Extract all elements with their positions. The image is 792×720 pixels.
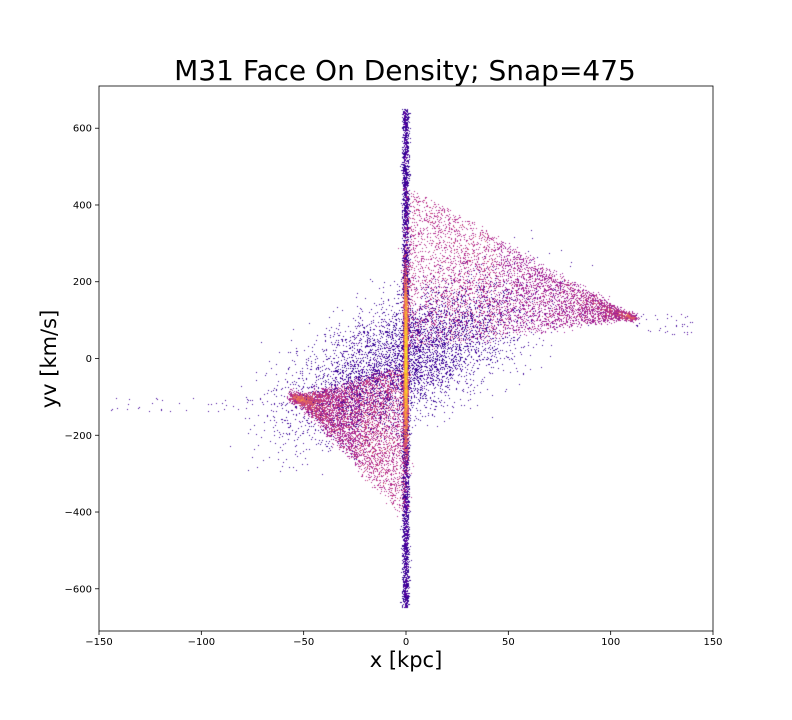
density-layer xyxy=(99,86,713,631)
chart-title: M31 Face On Density; Snap=475 xyxy=(174,54,636,87)
x-tick-label: 50 xyxy=(502,637,515,648)
density-image xyxy=(99,86,713,631)
y-tick-label: 0 xyxy=(86,354,92,365)
y-axis-ticks: −600 −400 −200 0 200 400 600 xyxy=(65,124,99,595)
x-tick-label: 100 xyxy=(601,637,620,648)
x-tick-label: −150 xyxy=(85,637,112,648)
x-axis-label: x [kpc] xyxy=(370,648,443,672)
x-tick-label: −50 xyxy=(293,637,314,648)
y-tick-label: 600 xyxy=(73,124,92,135)
y-tick-label: 400 xyxy=(73,200,92,211)
y-tick-label: 200 xyxy=(73,277,92,288)
x-tick-label: 0 xyxy=(403,637,409,648)
y-tick-label: −200 xyxy=(65,431,92,442)
y-tick-label: −400 xyxy=(65,508,92,519)
x-axis-ticks: −150 −100 −50 0 50 100 150 xyxy=(85,631,723,648)
y-axis-label: yv [km/s] xyxy=(37,310,61,409)
x-tick-label: 150 xyxy=(703,637,722,648)
y-tick-label: −600 xyxy=(65,584,92,595)
x-tick-label: −100 xyxy=(188,637,215,648)
